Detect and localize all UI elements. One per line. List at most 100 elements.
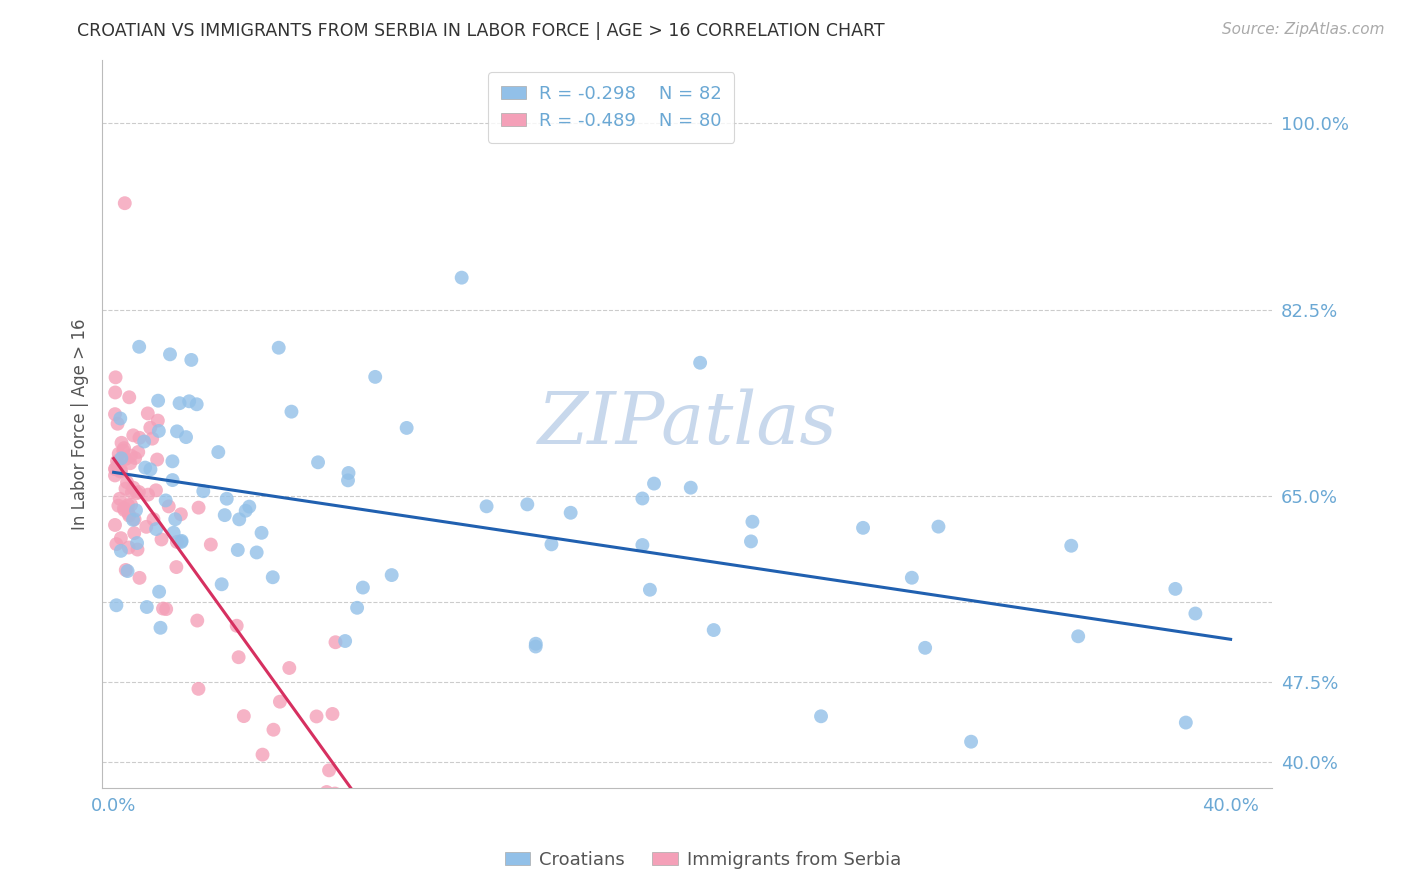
Point [250,525,273,540]
Text: ZIPatlas: ZIPatlas [537,389,838,459]
Point [128,571,150,585]
Point [115,451,138,466]
Point [107,499,129,513]
Point [146,452,169,467]
Point [110,463,132,477]
Point [325,635,347,649]
Point [127,542,149,557]
Point [104,370,127,384]
Point [104,468,127,483]
Point [107,458,129,473]
Point [187,500,209,515]
Point [110,544,132,558]
Point [280,404,302,418]
Point [337,474,360,488]
Point [105,537,128,551]
Point [157,500,180,514]
Point [128,340,150,354]
Point [703,623,725,637]
Point [381,568,404,582]
Point [148,424,170,438]
Point [135,600,157,615]
Point [1067,629,1090,643]
Point [1164,582,1187,596]
Point [115,475,138,490]
Point [118,390,141,404]
Text: Source: ZipAtlas.com: Source: ZipAtlas.com [1222,22,1385,37]
Point [142,512,165,526]
Point [110,531,132,545]
Point [560,506,582,520]
Text: CROATIAN VS IMMIGRANTS FROM SERBIA IN LABOR FORCE | AGE > 16 CORRELATION CHART: CROATIAN VS IMMIGRANTS FROM SERBIA IN LA… [77,22,884,40]
Point [315,785,337,799]
Point [159,347,181,361]
Point [228,512,250,526]
Point [125,503,148,517]
Point [638,582,661,597]
Point [235,504,257,518]
Point [262,723,284,737]
Point [323,787,346,801]
Point [927,519,949,533]
Point [278,661,301,675]
Point [305,709,328,723]
Point [104,407,127,421]
Point [121,485,143,500]
Point [214,508,236,523]
Point [207,445,229,459]
Point [187,681,209,696]
Point [1184,607,1206,621]
Point [170,508,193,522]
Point [145,522,167,536]
Point [166,425,188,439]
Point [162,454,184,468]
Point [169,396,191,410]
Point [122,428,145,442]
Point [122,526,145,541]
Point [134,434,156,449]
Point [135,520,157,534]
Point [141,432,163,446]
Point [117,507,139,521]
Point [152,601,174,615]
Point [524,637,547,651]
Point [122,513,145,527]
Point [914,640,936,655]
Point [127,445,149,459]
Point [1174,715,1197,730]
Point [307,455,329,469]
Point [186,614,208,628]
Point [333,634,356,648]
Point [104,462,127,476]
Point [118,541,141,555]
Point [810,709,832,723]
Point [689,356,711,370]
Point [352,581,374,595]
Point [104,385,127,400]
Point [215,491,238,506]
Point [252,747,274,762]
Point [128,485,150,500]
Point [117,498,139,512]
Point [112,443,135,458]
Point [125,486,148,500]
Point [136,406,159,420]
Point [148,584,170,599]
Y-axis label: In Labor Force | Age > 16: In Labor Force | Age > 16 [72,318,89,530]
Point [163,525,186,540]
Point [124,450,146,465]
Point [226,543,249,558]
Point [112,503,135,517]
Point [321,706,343,721]
Point [110,411,132,425]
Point [146,393,169,408]
Point [125,536,148,550]
Point [262,570,284,584]
Point [139,462,162,476]
Point [643,476,665,491]
Point [149,621,172,635]
Legend: Croatians, Immigrants from Serbia: Croatians, Immigrants from Serbia [498,844,908,876]
Point [108,464,131,478]
Point [112,501,135,516]
Point [108,491,131,506]
